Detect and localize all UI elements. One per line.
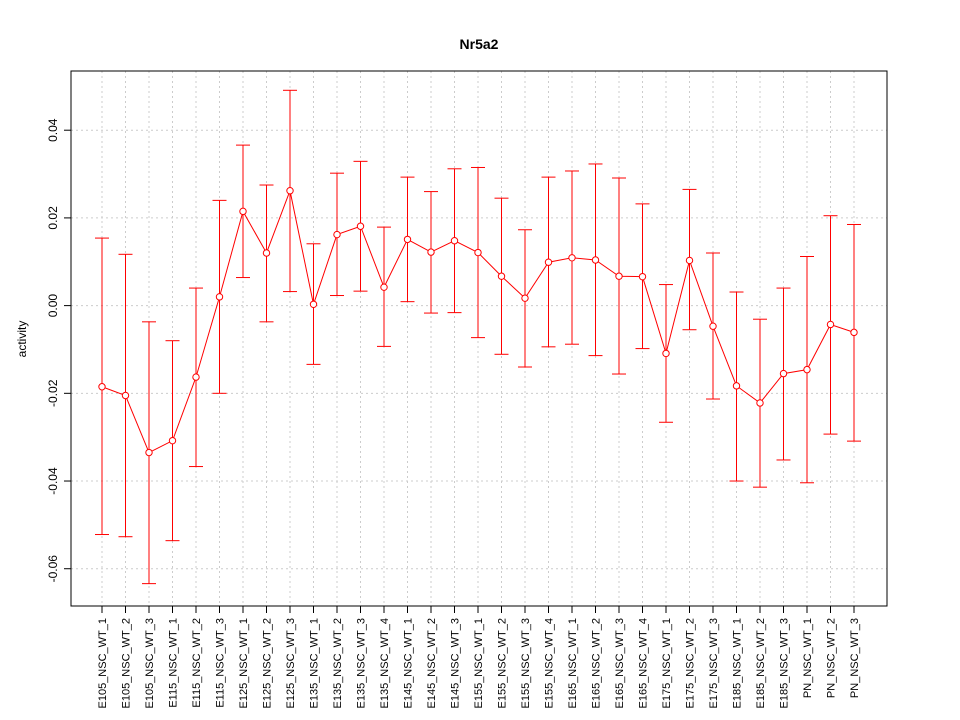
data-point: [286, 187, 294, 195]
x-tick-label: E115_NSC_WT_1: [168, 618, 180, 708]
data-point: [356, 222, 365, 230]
x-tick-label: E125_NSC_WT_1: [238, 618, 250, 709]
error-bars: [95, 89, 861, 585]
x-tick-label: E155_NSC_WT_1: [473, 618, 485, 709]
y-tick-label: -0.06: [46, 555, 60, 583]
data-point: [803, 365, 811, 374]
x-tick-label: E155_NSC_WT_3: [520, 618, 532, 709]
x-tick-label: E145_NSC_WT_1: [403, 618, 415, 709]
x-tick-label: PN_NSC_WT_1: [802, 618, 814, 698]
data-point: [709, 322, 717, 330]
x-tick-label: E145_NSC_WT_3: [450, 618, 462, 709]
y-tick-label: 0.00: [46, 294, 60, 318]
data-point: [98, 383, 106, 391]
x-tick-label: E135_NSC_WT_3: [356, 618, 368, 709]
y-tick-label: -0.02: [46, 379, 60, 407]
x-tick-label: E155_NSC_WT_2: [497, 618, 509, 709]
x-tick-label: E105_NSC_WT_3: [144, 618, 156, 709]
x-tick-label: E165_NSC_WT_2: [591, 618, 603, 709]
data-point: [168, 436, 177, 445]
plot-frame: [70, 70, 888, 607]
x-tick-label: E135_NSC_WT_1: [309, 618, 321, 709]
data-point: [615, 272, 623, 280]
y-tick-label: -0.04: [46, 467, 60, 495]
data-point: [732, 382, 741, 390]
x-tick-label: E105_NSC_WT_1: [97, 618, 109, 709]
data-point: [850, 328, 858, 337]
data-point: [756, 399, 764, 407]
data-point: [450, 237, 459, 245]
x-tick-label: E175_NSC_WT_2: [685, 618, 697, 709]
data-point: [474, 248, 482, 257]
x-tick-label: E165_NSC_WT_1: [567, 618, 579, 709]
x-tick-label: E185_NSC_WT_3: [779, 618, 791, 709]
x-tick-label: E105_NSC_WT_2: [121, 618, 133, 709]
data-point: [826, 320, 835, 329]
y-axis: -0.06 -0.04 -0.02 0.00 0.02 0.04: [46, 118, 71, 582]
x-tick-label: E125_NSC_WT_3: [285, 618, 297, 709]
data-point: [145, 448, 153, 457]
x-tick-label: E135_NSC_WT_2: [332, 618, 344, 709]
data-point: [521, 294, 529, 302]
x-tick-label: E135_NSC_WT_4: [379, 618, 391, 709]
data-point: [333, 230, 341, 239]
x-tick-label: PN_NSC_WT_3: [849, 618, 861, 698]
x-tick-label: E165_NSC_WT_4: [638, 618, 650, 709]
data-point: [192, 373, 200, 381]
data-point: [239, 207, 247, 216]
data-point: [568, 254, 576, 262]
data-point: [121, 391, 130, 400]
data-point: [779, 369, 788, 378]
data-point: [215, 293, 224, 301]
data-points: [98, 187, 858, 457]
data-point: [262, 249, 271, 257]
x-tick-label: E155_NSC_WT_4: [544, 618, 556, 709]
x-tick-label: E185_NSC_WT_2: [755, 618, 767, 709]
chart-title: Nr5a2: [460, 36, 499, 52]
x-tick-label: E145_NSC_WT_2: [426, 618, 438, 709]
x-tick-label: E115_NSC_WT_3: [215, 618, 227, 708]
data-point: [403, 235, 412, 244]
data-point: [380, 283, 388, 291]
data-point: [591, 256, 600, 264]
x-tick-label: PN_NSC_WT_2: [826, 618, 838, 698]
data-point: [685, 256, 694, 265]
data-point: [662, 349, 670, 358]
data-point: [544, 258, 553, 266]
y-tick-label: 0.02: [46, 206, 60, 230]
y-tick-label: 0.04: [46, 118, 60, 142]
data-point: [427, 248, 435, 256]
data-point: [497, 272, 506, 280]
x-axis: E105_NSC_WT_1 E105_NSC_WT_2 E105_NSC_WT_3 E…: [97, 606, 861, 709]
x-tick-label: E185_NSC_WT_1: [732, 618, 744, 709]
grid: [71, 71, 887, 606]
x-tick-label: E115_NSC_WT_2: [191, 618, 203, 708]
x-tick-label: E175_NSC_WT_3: [708, 618, 720, 709]
data-point: [309, 300, 318, 308]
y-axis-label: activity: [15, 321, 29, 358]
x-tick-label: E125_NSC_WT_2: [262, 618, 274, 709]
x-tick-label: E175_NSC_WT_1: [661, 618, 673, 709]
data-point: [638, 272, 647, 281]
x-tick-label: E165_NSC_WT_3: [614, 618, 626, 709]
